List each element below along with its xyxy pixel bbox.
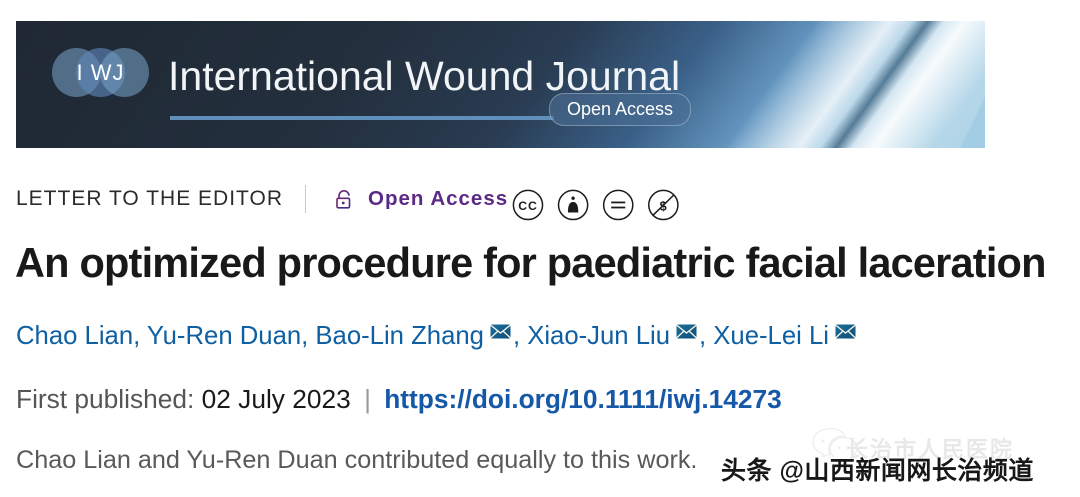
svg-text:CC: CC <box>518 199 538 213</box>
svg-text:$: $ <box>660 199 668 213</box>
